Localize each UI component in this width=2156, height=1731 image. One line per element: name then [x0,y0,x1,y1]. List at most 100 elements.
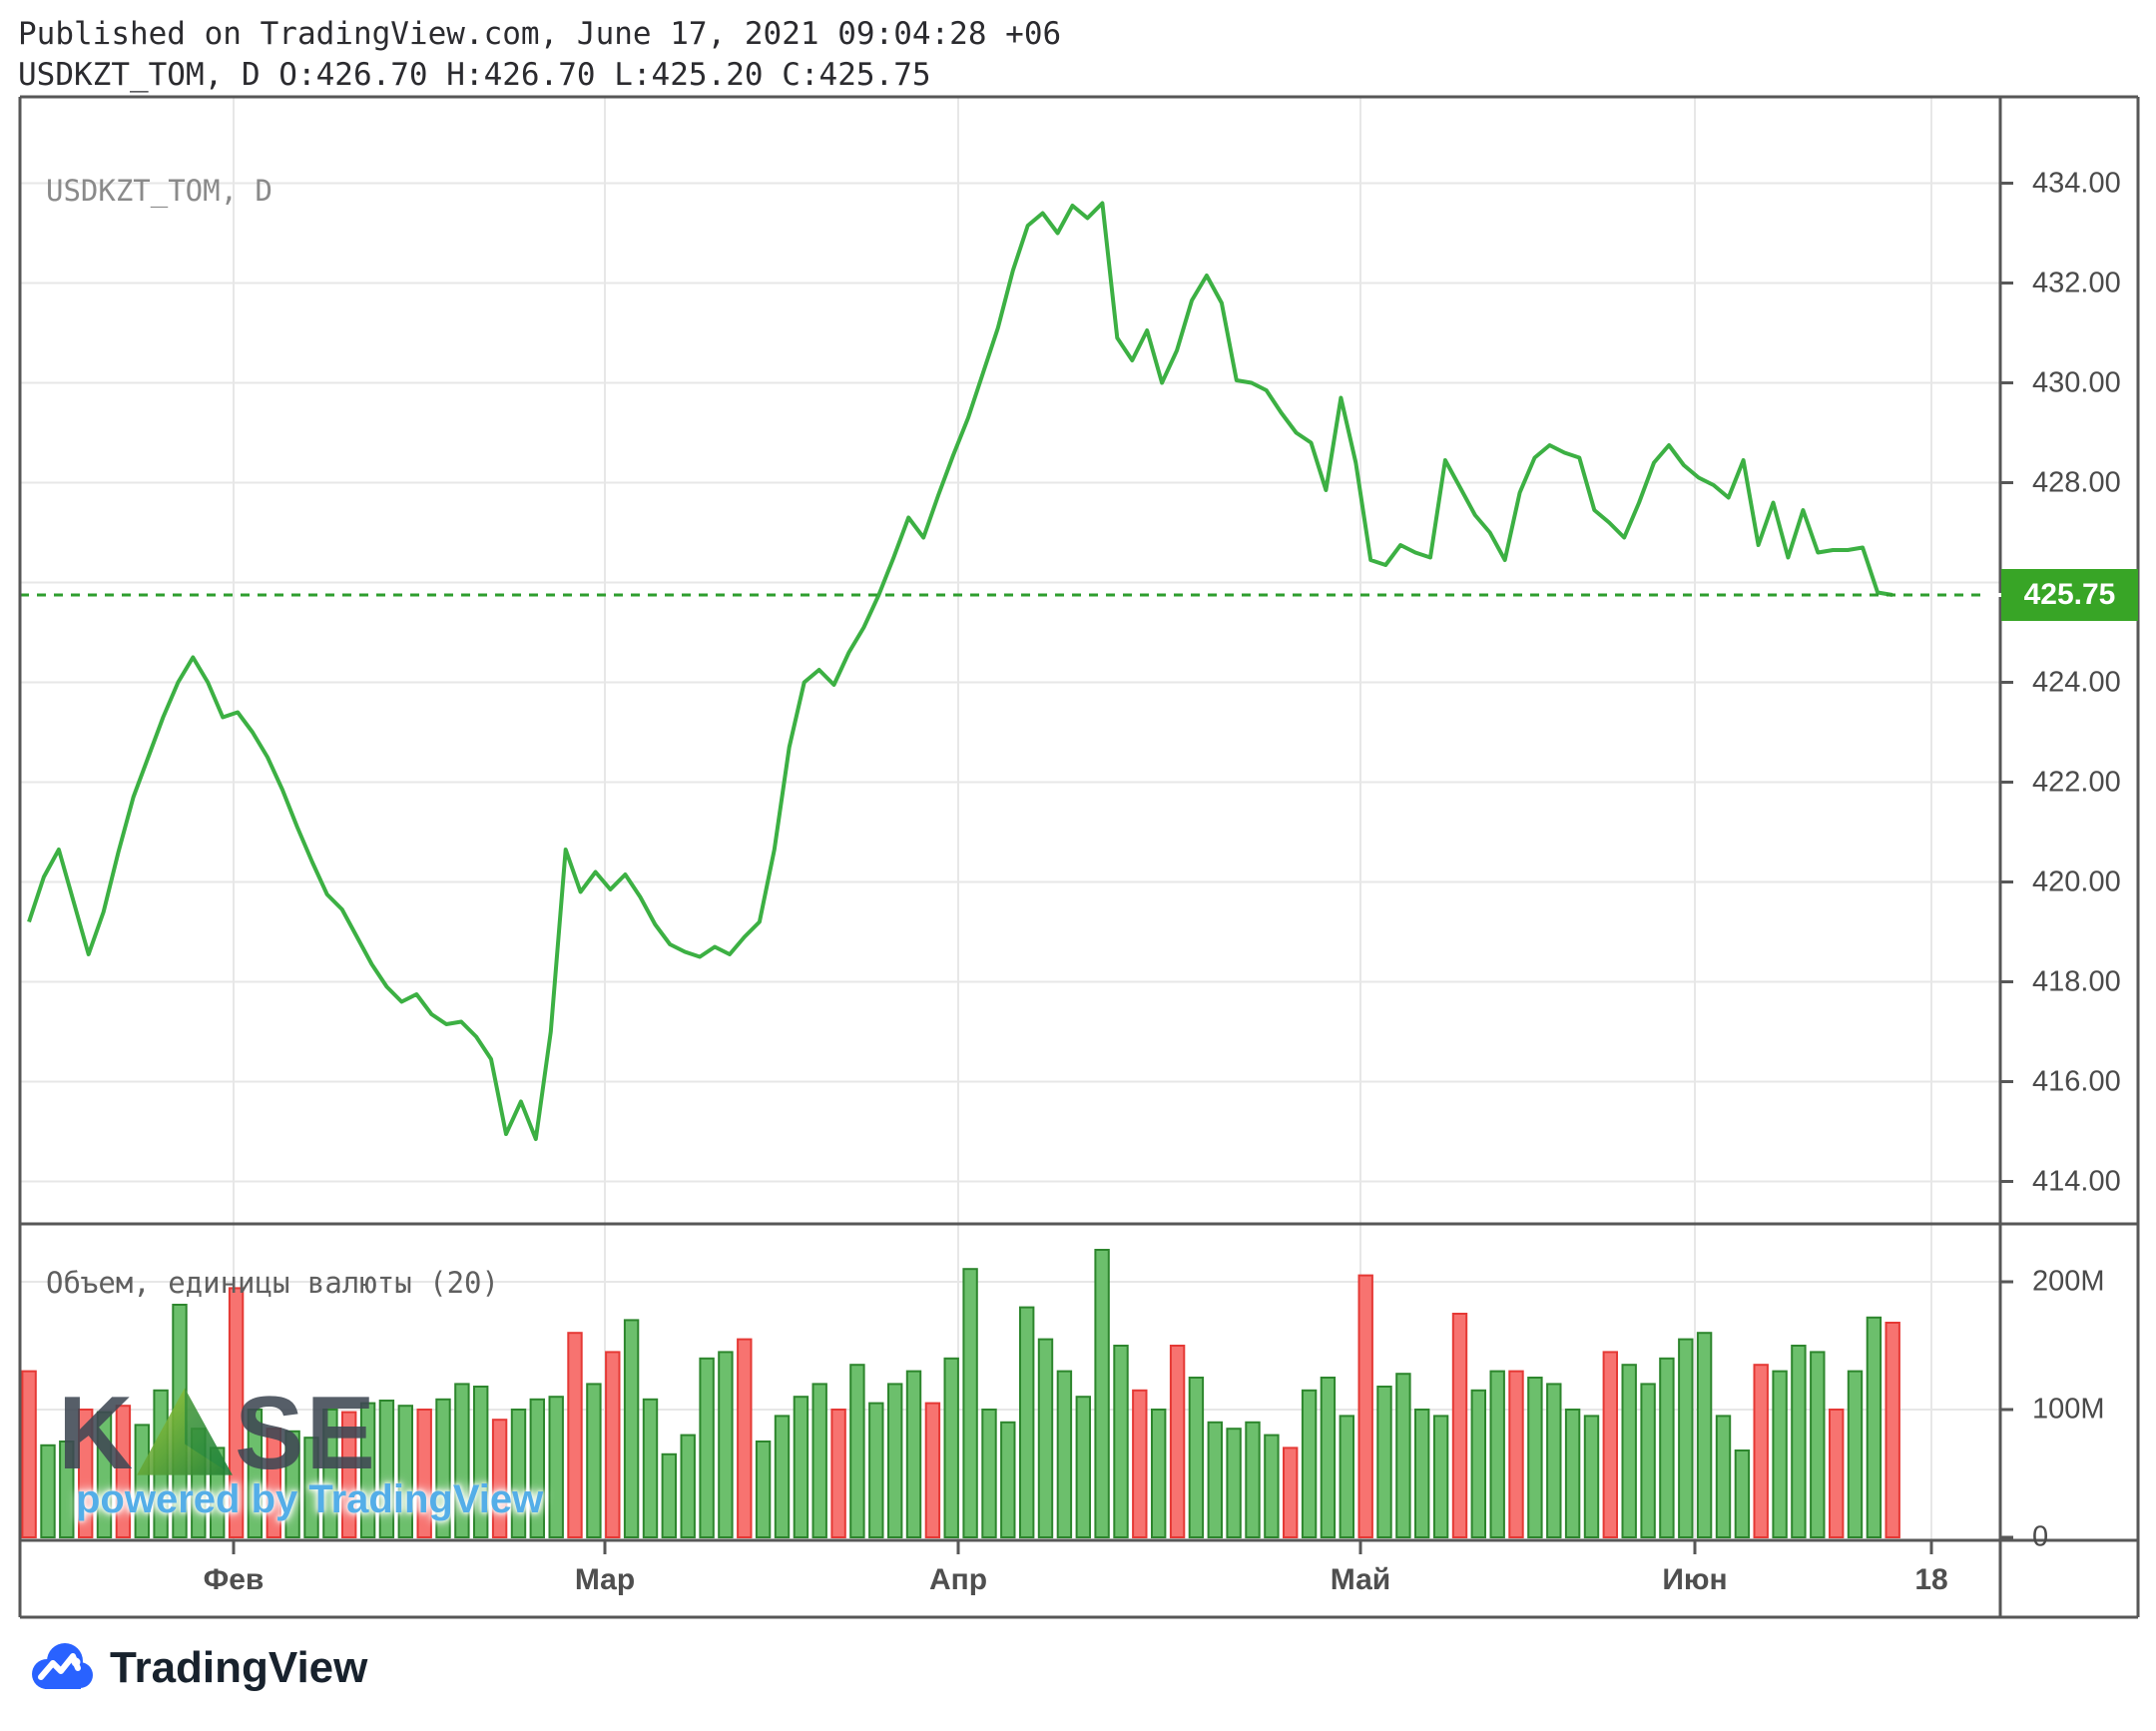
volume-bar [1339,1415,1354,1539]
tradingview-footer[interactable]: TradingView [30,1641,367,1695]
volume-bar [868,1402,884,1538]
volume-bar [1451,1313,1468,1538]
volume-bar [40,1443,56,1539]
volume-bar [642,1398,659,1539]
volume-bar [1395,1373,1411,1538]
time-axis-label: Май [1330,1563,1391,1596]
volume-bar [1696,1332,1713,1538]
volume-bar [1113,1345,1129,1538]
volume-bar [59,1441,75,1538]
time-axis-label: Апр [928,1563,988,1596]
volume-indicator-label: Объем, единицы валюты (20) [46,1266,499,1300]
price-axis-label: 428.00 [2032,466,2121,498]
volume-bar [905,1370,922,1538]
tradingview-brand-text: TradingView [110,1643,368,1692]
volume-bar [1264,1434,1280,1538]
volume-bar [491,1419,508,1538]
volume-bar [416,1409,432,1538]
volume-axis-label: 0 [2032,1520,2049,1553]
time-axis-label: Фев [203,1563,265,1596]
volume-bar [1188,1377,1205,1538]
volume-bar [1019,1306,1035,1538]
volume-bar [435,1398,451,1539]
volume-bar [737,1338,753,1538]
volume-axis-label: 200M [2032,1265,2105,1298]
last-price-value: 425.75 [2023,578,2116,611]
volume-bar [623,1319,640,1539]
kase-letter-k: K [58,1376,136,1491]
volume-bar [21,1370,37,1538]
volume-bar [1527,1377,1543,1538]
volume-bar [341,1411,357,1538]
volume-bar [1414,1409,1430,1538]
volume-bar [1207,1421,1223,1539]
volume-bar [718,1351,734,1539]
volume-bar [1583,1415,1600,1539]
kase-watermark: K SE [58,1382,377,1485]
volume-bar [1132,1389,1148,1539]
volume-bar [529,1398,545,1539]
price-axis-label: 434.00 [2032,167,2121,199]
volume-bar [1432,1415,1449,1539]
volume-bar [1715,1415,1732,1539]
volume-bar [1357,1274,1373,1538]
kase-triangle-icon [137,1388,233,1475]
volume-bar [1245,1421,1261,1539]
volume-bar [1602,1351,1618,1539]
volume-bar [849,1364,865,1538]
volume-axis-label: 100M [2032,1393,2105,1426]
volume-bar [1753,1364,1769,1538]
last-price-badge: 425.75 [2001,569,2138,621]
volume-bar [473,1386,489,1538]
volume-bar [548,1396,564,1538]
volume-bar [811,1383,827,1539]
volume-bar [1621,1364,1637,1538]
time-axis-label: 18 [1914,1563,1948,1596]
volume-bar [943,1357,959,1539]
volume-bar [1151,1409,1167,1538]
volume-bar [793,1396,809,1538]
volume-bar [586,1383,602,1539]
volume-bar [924,1402,941,1538]
volume-bar [247,1409,264,1538]
volume-bar [1791,1345,1807,1538]
volume-bar [134,1424,151,1539]
volume-bar [830,1409,846,1538]
volume-bar [266,1428,282,1538]
time-axis-label: Мар [574,1563,636,1596]
volume-bar [981,1409,997,1538]
volume-bar [510,1409,527,1538]
volume-bar [1659,1357,1675,1539]
volume-bar [1094,1249,1110,1538]
ohlc-summary-line: USDKZT_TOM, D O:426.70 H:426.70 L:425.20… [18,57,931,93]
volume-bar [1320,1377,1337,1538]
volume-bar [378,1400,395,1538]
price-axis-label: 422.00 [2032,766,2121,798]
tradingview-logo-icon [32,1643,93,1689]
price-line [27,201,1893,1141]
volume-bar [454,1383,470,1539]
volume-bar [1489,1370,1505,1538]
volume-bar [78,1409,94,1538]
price-axis-label: 414.00 [2032,1165,2121,1197]
volume-bar [605,1351,621,1539]
volume-bar [1847,1370,1864,1538]
volume-bar [1075,1396,1091,1538]
volume-bar [397,1405,414,1538]
volume-bar [1470,1389,1486,1539]
volume-bar [755,1441,772,1538]
volume-bar [284,1430,300,1539]
volume-bar [1866,1316,1883,1539]
price-axis-label: 432.00 [2032,267,2121,298]
price-axis-label: 430.00 [2032,366,2121,398]
volume-bar [1734,1449,1751,1538]
volume-bar [699,1357,715,1539]
volume-bar [1678,1338,1694,1538]
volume-bar [1376,1386,1392,1538]
price-axis-label: 420.00 [2032,866,2121,897]
volume-bar [1564,1409,1581,1538]
volume-bar [228,1287,245,1539]
price-axis-label: 418.00 [2032,965,2121,997]
